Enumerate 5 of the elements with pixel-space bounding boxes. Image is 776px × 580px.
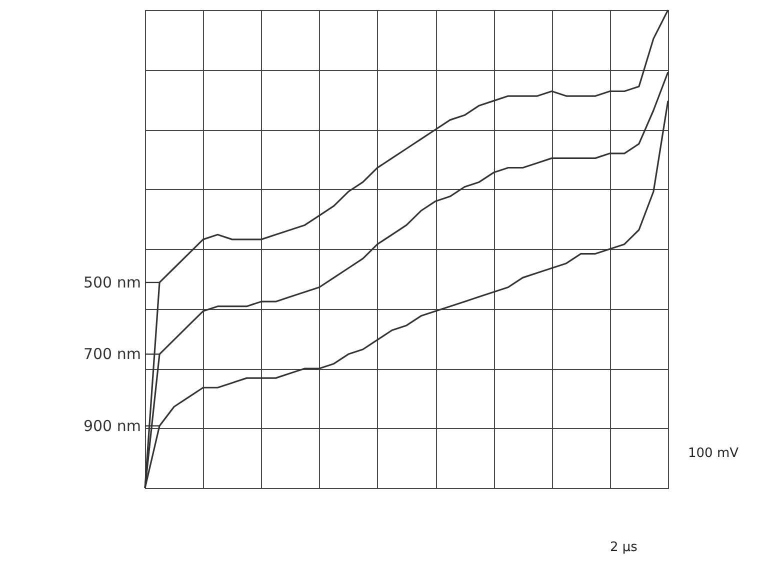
text: 100 mV [688, 446, 739, 461]
legend-label: 500 nm [83, 273, 141, 292]
legend-label: 700 nm [83, 345, 141, 364]
legend-label: 900 nm [83, 416, 141, 435]
text: 2 µs [610, 540, 638, 555]
